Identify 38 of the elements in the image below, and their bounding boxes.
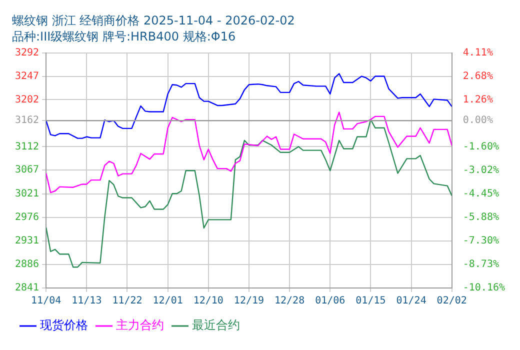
x-tick-label: 12/01 xyxy=(152,296,183,307)
legend-label: 现货价格 xyxy=(40,318,88,332)
y-tick-label: 2931 xyxy=(14,236,40,247)
chart-title: 螺纹钢 浙江 经销商价格 2025-11-04 - 2026-02-02 xyxy=(12,13,295,28)
y2-tick-label: -3.02% xyxy=(462,164,499,176)
x-tick-label: 01/24 xyxy=(396,296,426,307)
y-tick-label: 3292 xyxy=(14,47,40,58)
y2-tick-label: -7.30% xyxy=(462,235,499,246)
y-tick-label: 3247 xyxy=(14,70,40,82)
y-tick-label: 2976 xyxy=(14,212,40,224)
x-tick-label: 12/19 xyxy=(234,296,264,307)
y-tick-label: 2841 xyxy=(14,282,40,294)
x-tick-label: 11/13 xyxy=(72,296,102,307)
y2-tick-label: 4.11% xyxy=(462,47,493,58)
x-tick-label: 11/22 xyxy=(112,296,142,307)
y2-tick-label: -4.45% xyxy=(462,188,499,200)
y-tick-label: 2886 xyxy=(14,259,40,270)
y-tick-label: 3202 xyxy=(14,94,40,106)
y2-tick-label: -5.88% xyxy=(462,212,499,224)
x-tick-label: 01/06 xyxy=(315,296,346,307)
y2-tick-label: 1.26% xyxy=(462,94,493,106)
y2-tick-label: -8.73% xyxy=(462,259,499,270)
y-tick-label: 3162 xyxy=(14,115,40,126)
chart-subtitle: 品种:III级螺纹钢 牌号:HRB400 规格:Φ16 xyxy=(12,30,236,44)
y2-tick-label: 0.00% xyxy=(462,115,493,126)
y-tick-label: 3021 xyxy=(14,188,40,200)
y2-tick-label: 2.68% xyxy=(462,70,493,82)
x-tick-label: 01/15 xyxy=(356,296,386,307)
y2-tick-label: -1.60% xyxy=(462,142,499,153)
y2-tick-label: -10.16% xyxy=(462,282,506,294)
legend-label: 最近合约 xyxy=(192,318,240,332)
x-tick-label: 02/02 xyxy=(436,296,467,307)
y-tick-label: 3112 xyxy=(14,141,40,152)
x-tick-label: 12/28 xyxy=(274,296,305,307)
y-tick-label: 3067 xyxy=(14,164,40,176)
x-tick-label: 11/04 xyxy=(31,296,62,307)
x-tick-label: 12/10 xyxy=(193,296,224,307)
legend-label: 主力合约 xyxy=(116,318,164,332)
